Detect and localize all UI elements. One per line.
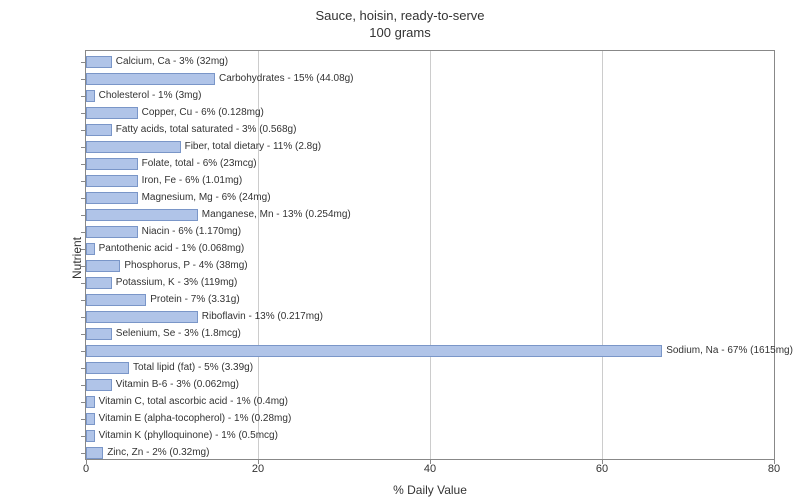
nutrient-bar bbox=[86, 277, 112, 289]
x-tick-label: 0 bbox=[83, 463, 89, 475]
y-tick-mark bbox=[81, 368, 86, 369]
nutrient-bar bbox=[86, 192, 138, 204]
y-tick-mark bbox=[81, 62, 86, 63]
y-tick-mark bbox=[81, 436, 86, 437]
nutrient-bar bbox=[86, 56, 112, 68]
nutrient-bar-label: Sodium, Na - 67% (1615mg) bbox=[666, 345, 793, 357]
y-tick-mark bbox=[81, 130, 86, 131]
nutrient-bar bbox=[86, 328, 112, 340]
y-tick-mark bbox=[81, 266, 86, 267]
y-tick-mark bbox=[81, 419, 86, 420]
nutrient-bar bbox=[86, 141, 181, 153]
y-tick-mark bbox=[81, 453, 86, 454]
nutrient-bar bbox=[86, 90, 95, 102]
nutrient-bar bbox=[86, 311, 198, 323]
nutrient-bar bbox=[86, 158, 138, 170]
y-axis-label: Nutrient bbox=[70, 237, 84, 279]
nutrient-bar-label: Vitamin K (phylloquinone) - 1% (0.5mcg) bbox=[99, 430, 278, 442]
y-tick-mark bbox=[81, 402, 86, 403]
y-tick-mark bbox=[81, 198, 86, 199]
chart-title: Sauce, hoisin, ready-to-serve 100 grams bbox=[0, 0, 800, 42]
title-line-2: 100 grams bbox=[369, 25, 430, 40]
nutrient-bar bbox=[86, 73, 215, 85]
nutrient-bar-label: Protein - 7% (3.31g) bbox=[150, 294, 240, 306]
x-tick-label: 80 bbox=[768, 463, 780, 475]
nutrient-bar bbox=[86, 294, 146, 306]
nutrient-bar-label: Folate, total - 6% (23mcg) bbox=[142, 158, 257, 170]
x-tick-label: 40 bbox=[424, 463, 436, 475]
y-tick-mark bbox=[81, 164, 86, 165]
y-tick-mark bbox=[81, 334, 86, 335]
nutrient-bar-label: Pantothenic acid - 1% (0.068mg) bbox=[99, 243, 245, 255]
gridline bbox=[602, 51, 603, 459]
nutrient-bar-label: Iron, Fe - 6% (1.01mg) bbox=[142, 175, 243, 187]
nutrient-bar-label: Fatty acids, total saturated - 3% (0.568… bbox=[116, 124, 297, 136]
y-tick-mark bbox=[81, 113, 86, 114]
nutrient-bar bbox=[86, 243, 95, 255]
nutrient-bar bbox=[86, 209, 198, 221]
nutrient-bar-label: Vitamin B-6 - 3% (0.062mg) bbox=[116, 379, 239, 391]
nutrient-bar-label: Vitamin C, total ascorbic acid - 1% (0.4… bbox=[99, 396, 288, 408]
nutrient-bar-label: Copper, Cu - 6% (0.128mg) bbox=[142, 107, 264, 119]
y-tick-mark bbox=[81, 385, 86, 386]
nutrient-bar-label: Total lipid (fat) - 5% (3.39g) bbox=[133, 362, 253, 374]
nutrient-bar-label: Phosphorus, P - 4% (38mg) bbox=[124, 260, 247, 272]
y-tick-mark bbox=[81, 300, 86, 301]
x-tick-label: 20 bbox=[252, 463, 264, 475]
nutrient-bar bbox=[86, 430, 95, 442]
nutrient-bar-label: Magnesium, Mg - 6% (24mg) bbox=[142, 192, 271, 204]
nutrient-bar-label: Fiber, total dietary - 11% (2.8g) bbox=[185, 141, 322, 153]
nutrient-bar-label: Carbohydrates - 15% (44.08g) bbox=[219, 73, 354, 85]
nutrient-bar bbox=[86, 260, 120, 272]
nutrient-bar-label: Vitamin E (alpha-tocopherol) - 1% (0.28m… bbox=[99, 413, 292, 425]
y-tick-mark bbox=[81, 79, 86, 80]
nutrient-bar-label: Cholesterol - 1% (3mg) bbox=[99, 90, 202, 102]
nutrient-bar bbox=[86, 379, 112, 391]
nutrient-bar bbox=[86, 413, 95, 425]
nutrient-bar-label: Potassium, K - 3% (119mg) bbox=[116, 277, 238, 289]
nutrient-bar-label: Calcium, Ca - 3% (32mg) bbox=[116, 56, 228, 68]
y-tick-mark bbox=[81, 96, 86, 97]
x-axis-label: % Daily Value bbox=[393, 483, 467, 497]
nutrient-bar bbox=[86, 124, 112, 136]
nutrient-bar-label: Manganese, Mn - 13% (0.254mg) bbox=[202, 209, 351, 221]
y-tick-mark bbox=[81, 283, 86, 284]
plot-area: Nutrient % Daily Value 020406080Calcium,… bbox=[85, 50, 775, 460]
nutrient-bar-label: Niacin - 6% (1.170mg) bbox=[142, 226, 241, 238]
y-tick-mark bbox=[81, 317, 86, 318]
nutrient-bar bbox=[86, 175, 138, 187]
y-tick-mark bbox=[81, 249, 86, 250]
y-tick-mark bbox=[81, 181, 86, 182]
nutrient-bar bbox=[86, 362, 129, 374]
nutrient-bar bbox=[86, 107, 138, 119]
nutrient-bar bbox=[86, 447, 103, 459]
nutrient-bar bbox=[86, 345, 662, 357]
nutrient-bar bbox=[86, 396, 95, 408]
nutrient-bar bbox=[86, 226, 138, 238]
nutrient-bar-label: Zinc, Zn - 2% (0.32mg) bbox=[107, 447, 209, 459]
y-tick-mark bbox=[81, 147, 86, 148]
x-tick-label: 60 bbox=[596, 463, 608, 475]
y-tick-mark bbox=[81, 215, 86, 216]
title-line-1: Sauce, hoisin, ready-to-serve bbox=[315, 8, 484, 23]
nutrient-bar-label: Riboflavin - 13% (0.217mg) bbox=[202, 311, 323, 323]
gridline bbox=[430, 51, 431, 459]
chart-container: Sauce, hoisin, ready-to-serve 100 grams … bbox=[0, 0, 800, 500]
y-tick-mark bbox=[81, 351, 86, 352]
y-tick-mark bbox=[81, 232, 86, 233]
nutrient-bar-label: Selenium, Se - 3% (1.8mcg) bbox=[116, 328, 241, 340]
